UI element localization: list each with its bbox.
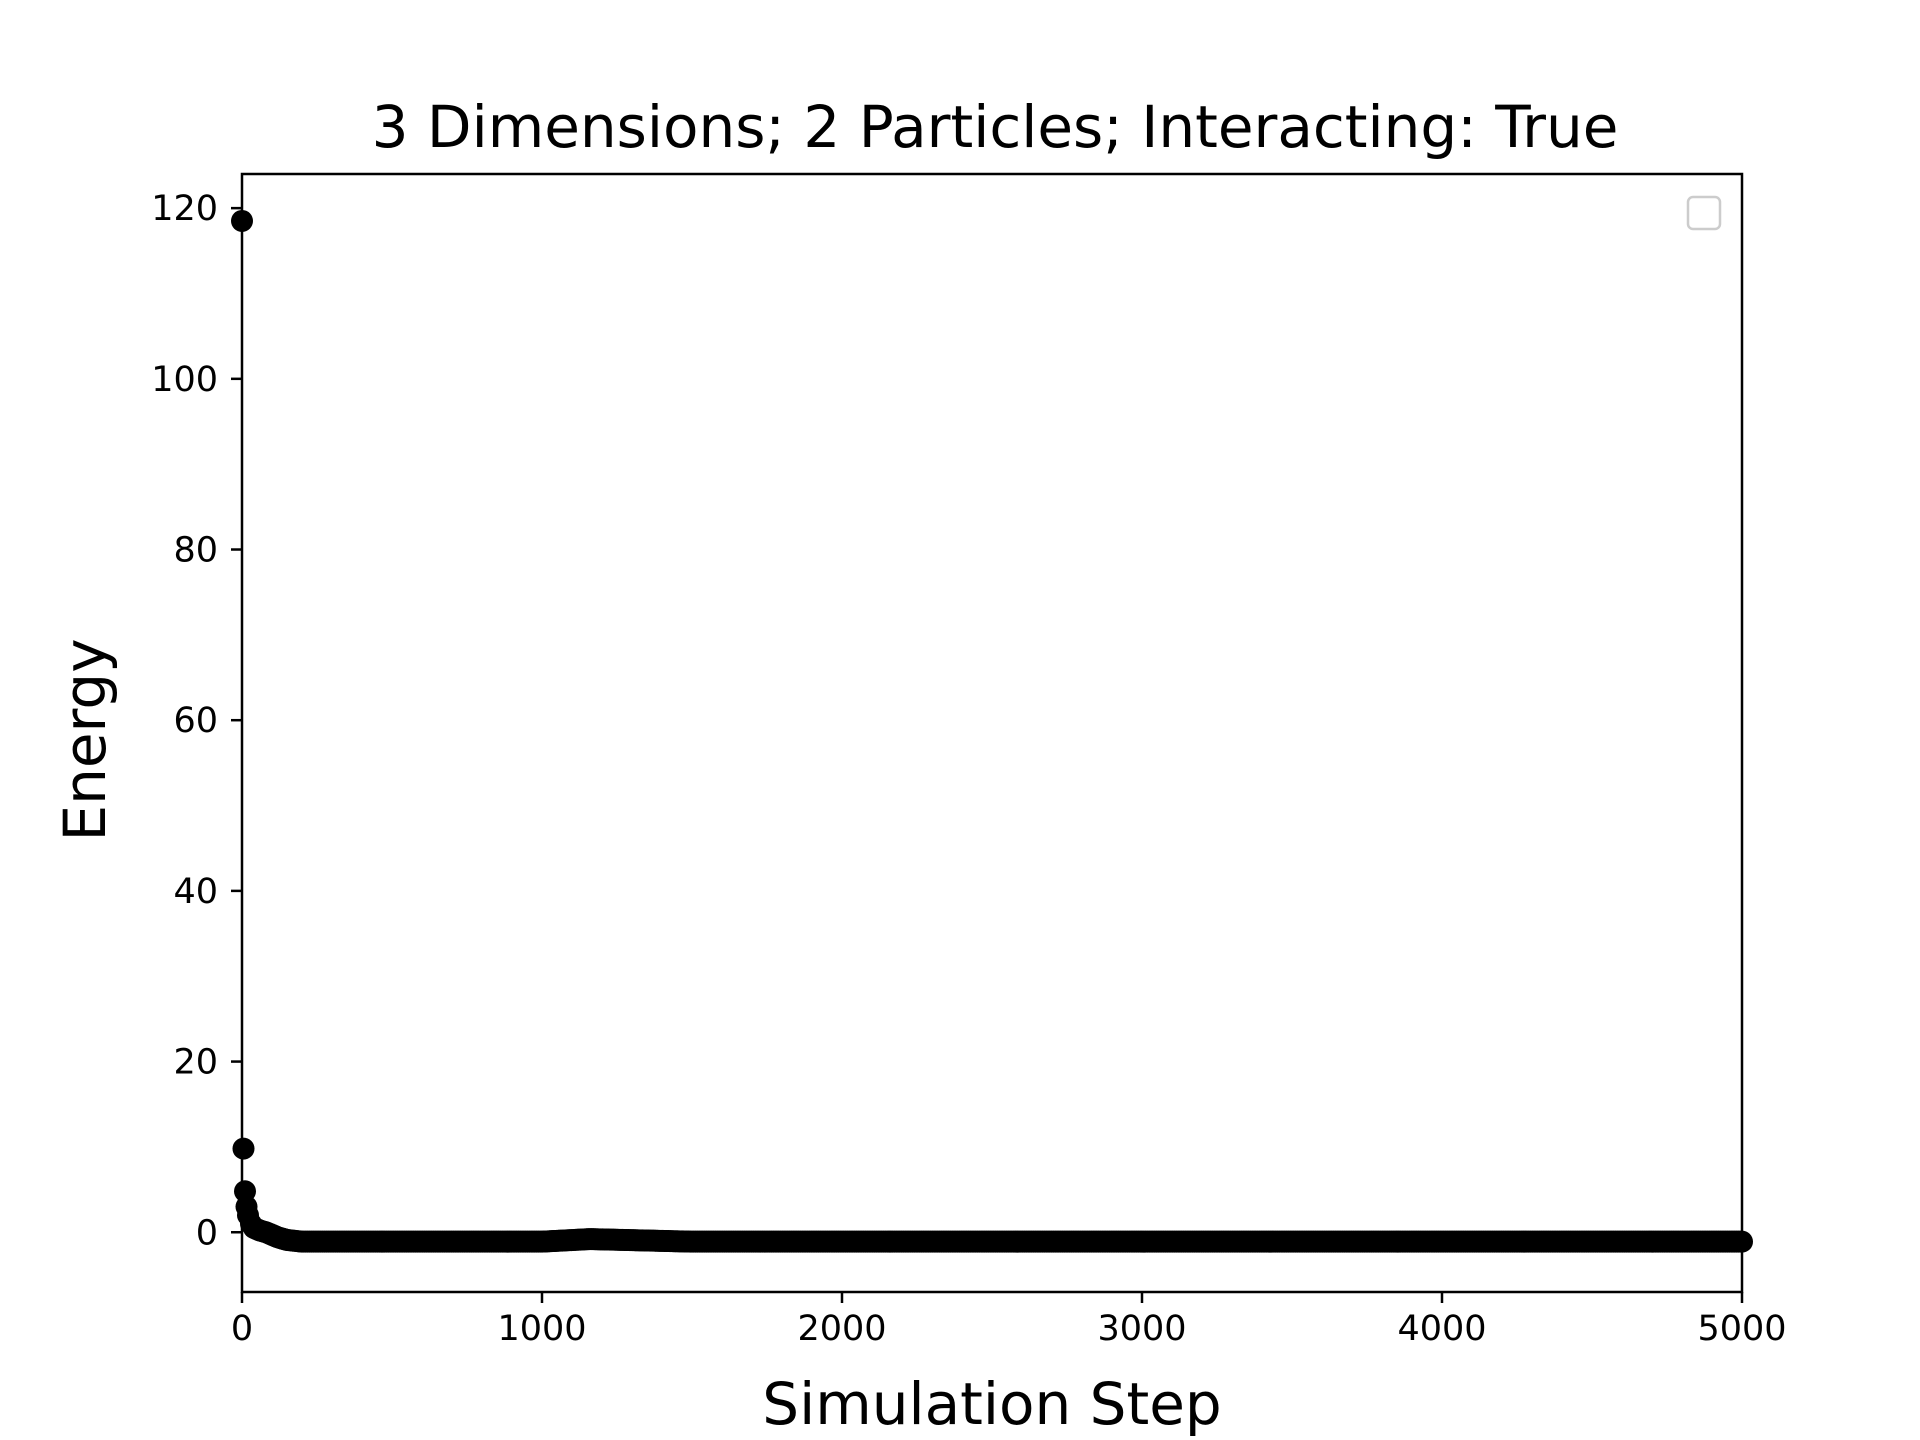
x-tick-label: 0: [231, 1309, 253, 1349]
data-point: [1731, 1230, 1753, 1253]
legend: [1686, 195, 1722, 231]
y-tick-label: 0: [196, 1213, 218, 1253]
x-tick-label: 4000: [1397, 1309, 1486, 1349]
data-point: [232, 1137, 255, 1160]
x-tick-label: 5000: [1697, 1309, 1786, 1349]
chart-title: 3 Dimensions; 2 Particles; Interacting: …: [372, 93, 1619, 161]
x-axis-ticks: 0 1000 2000 3000 4000 5000: [231, 1292, 1787, 1349]
y-tick-label: 120: [151, 189, 218, 229]
data-point: [231, 209, 253, 232]
data-points: [231, 209, 1753, 1253]
y-tick-label: 80: [173, 531, 218, 571]
x-axis-label: Simulation Step: [762, 1370, 1221, 1438]
x-tick-label: 3000: [1097, 1309, 1186, 1349]
x-tick-label: 2000: [797, 1309, 886, 1349]
y-tick-label: 40: [173, 872, 218, 912]
x-tick-label: 1000: [497, 1309, 586, 1349]
y-tick-label: 60: [173, 701, 218, 741]
y-tick-label: 100: [151, 360, 218, 400]
y-axis-ticks: 0 20 40 60 80 100 120: [151, 189, 242, 1253]
plot-area: [240, 172, 1744, 1294]
y-axis-label: Energy: [51, 638, 119, 841]
y-tick-label: 20: [173, 1043, 218, 1083]
